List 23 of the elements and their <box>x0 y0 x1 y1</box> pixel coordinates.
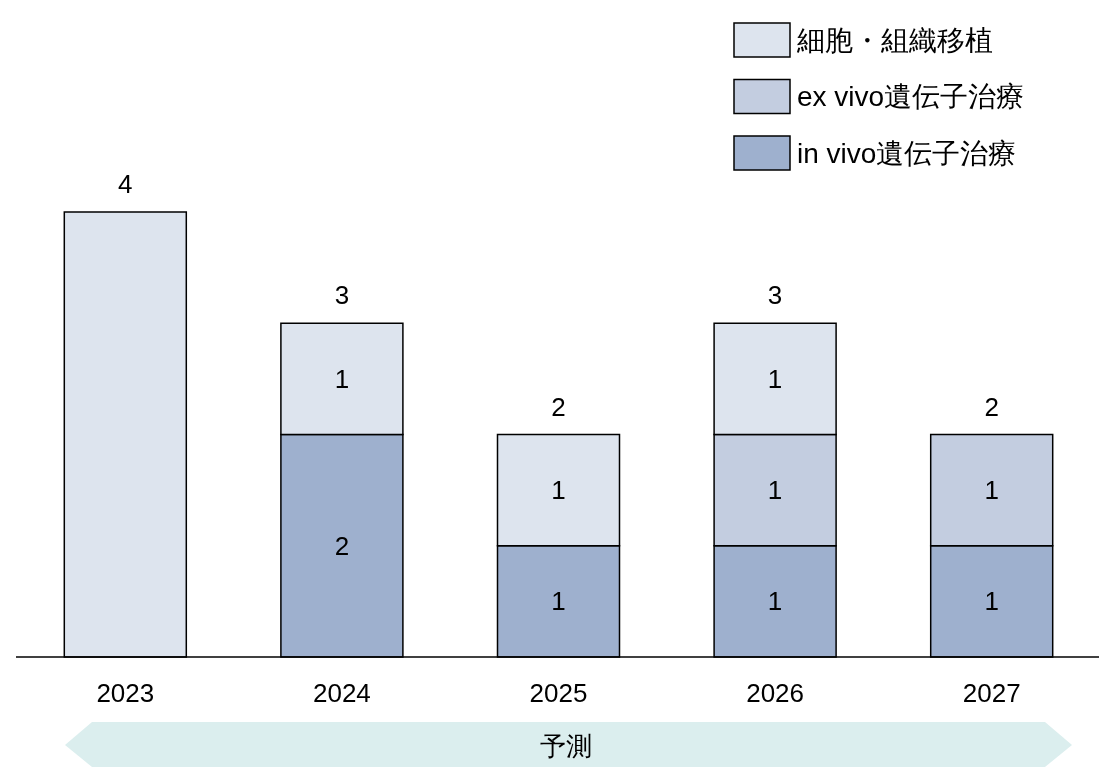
total-label: 4 <box>118 169 133 199</box>
x-tick-label: 2024 <box>312 678 371 708</box>
data-label: 1 <box>984 586 999 617</box>
text: 予測 <box>540 731 592 761</box>
legend-label: ex vivo遺伝子治療 <box>797 81 1025 112</box>
data-label: 1 <box>551 475 566 506</box>
data-label: 1 <box>767 363 783 394</box>
data-label: 1 <box>334 363 350 394</box>
x-tick-label: 2026 <box>746 678 805 708</box>
legend-label: 細胞・組織移植 <box>796 24 993 56</box>
x-tick-label: 2027 <box>962 678 1021 708</box>
x-tick-label: 2025 <box>529 678 588 708</box>
data-label: 1 <box>767 586 783 617</box>
data-label: 1 <box>984 475 999 506</box>
data-label: 1 <box>551 586 566 617</box>
total-label: 2 <box>551 391 566 422</box>
total-label: 3 <box>334 280 350 311</box>
total-label: 2 <box>984 391 999 422</box>
data-label: 2 <box>334 530 350 561</box>
x-tick-label: 2023 <box>96 678 155 708</box>
legend-label: in vivo遺伝子治療 <box>797 137 1017 169</box>
data-label: 1 <box>767 475 783 506</box>
total-label: 3 <box>767 280 783 311</box>
